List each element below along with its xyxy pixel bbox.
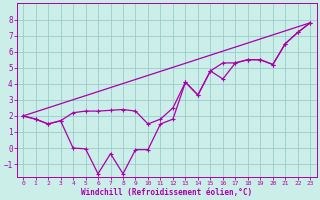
- X-axis label: Windchill (Refroidissement éolien,°C): Windchill (Refroidissement éolien,°C): [81, 188, 252, 197]
